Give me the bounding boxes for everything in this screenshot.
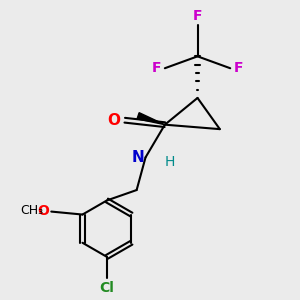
Text: Cl: Cl xyxy=(100,280,114,295)
Text: F: F xyxy=(234,61,243,75)
Text: H: H xyxy=(165,155,175,169)
Text: CH₃: CH₃ xyxy=(20,204,43,217)
Polygon shape xyxy=(137,113,165,125)
Text: N: N xyxy=(131,150,144,165)
Text: O: O xyxy=(37,204,49,218)
Text: F: F xyxy=(152,61,161,75)
Text: O: O xyxy=(107,113,120,128)
Text: F: F xyxy=(193,9,202,23)
